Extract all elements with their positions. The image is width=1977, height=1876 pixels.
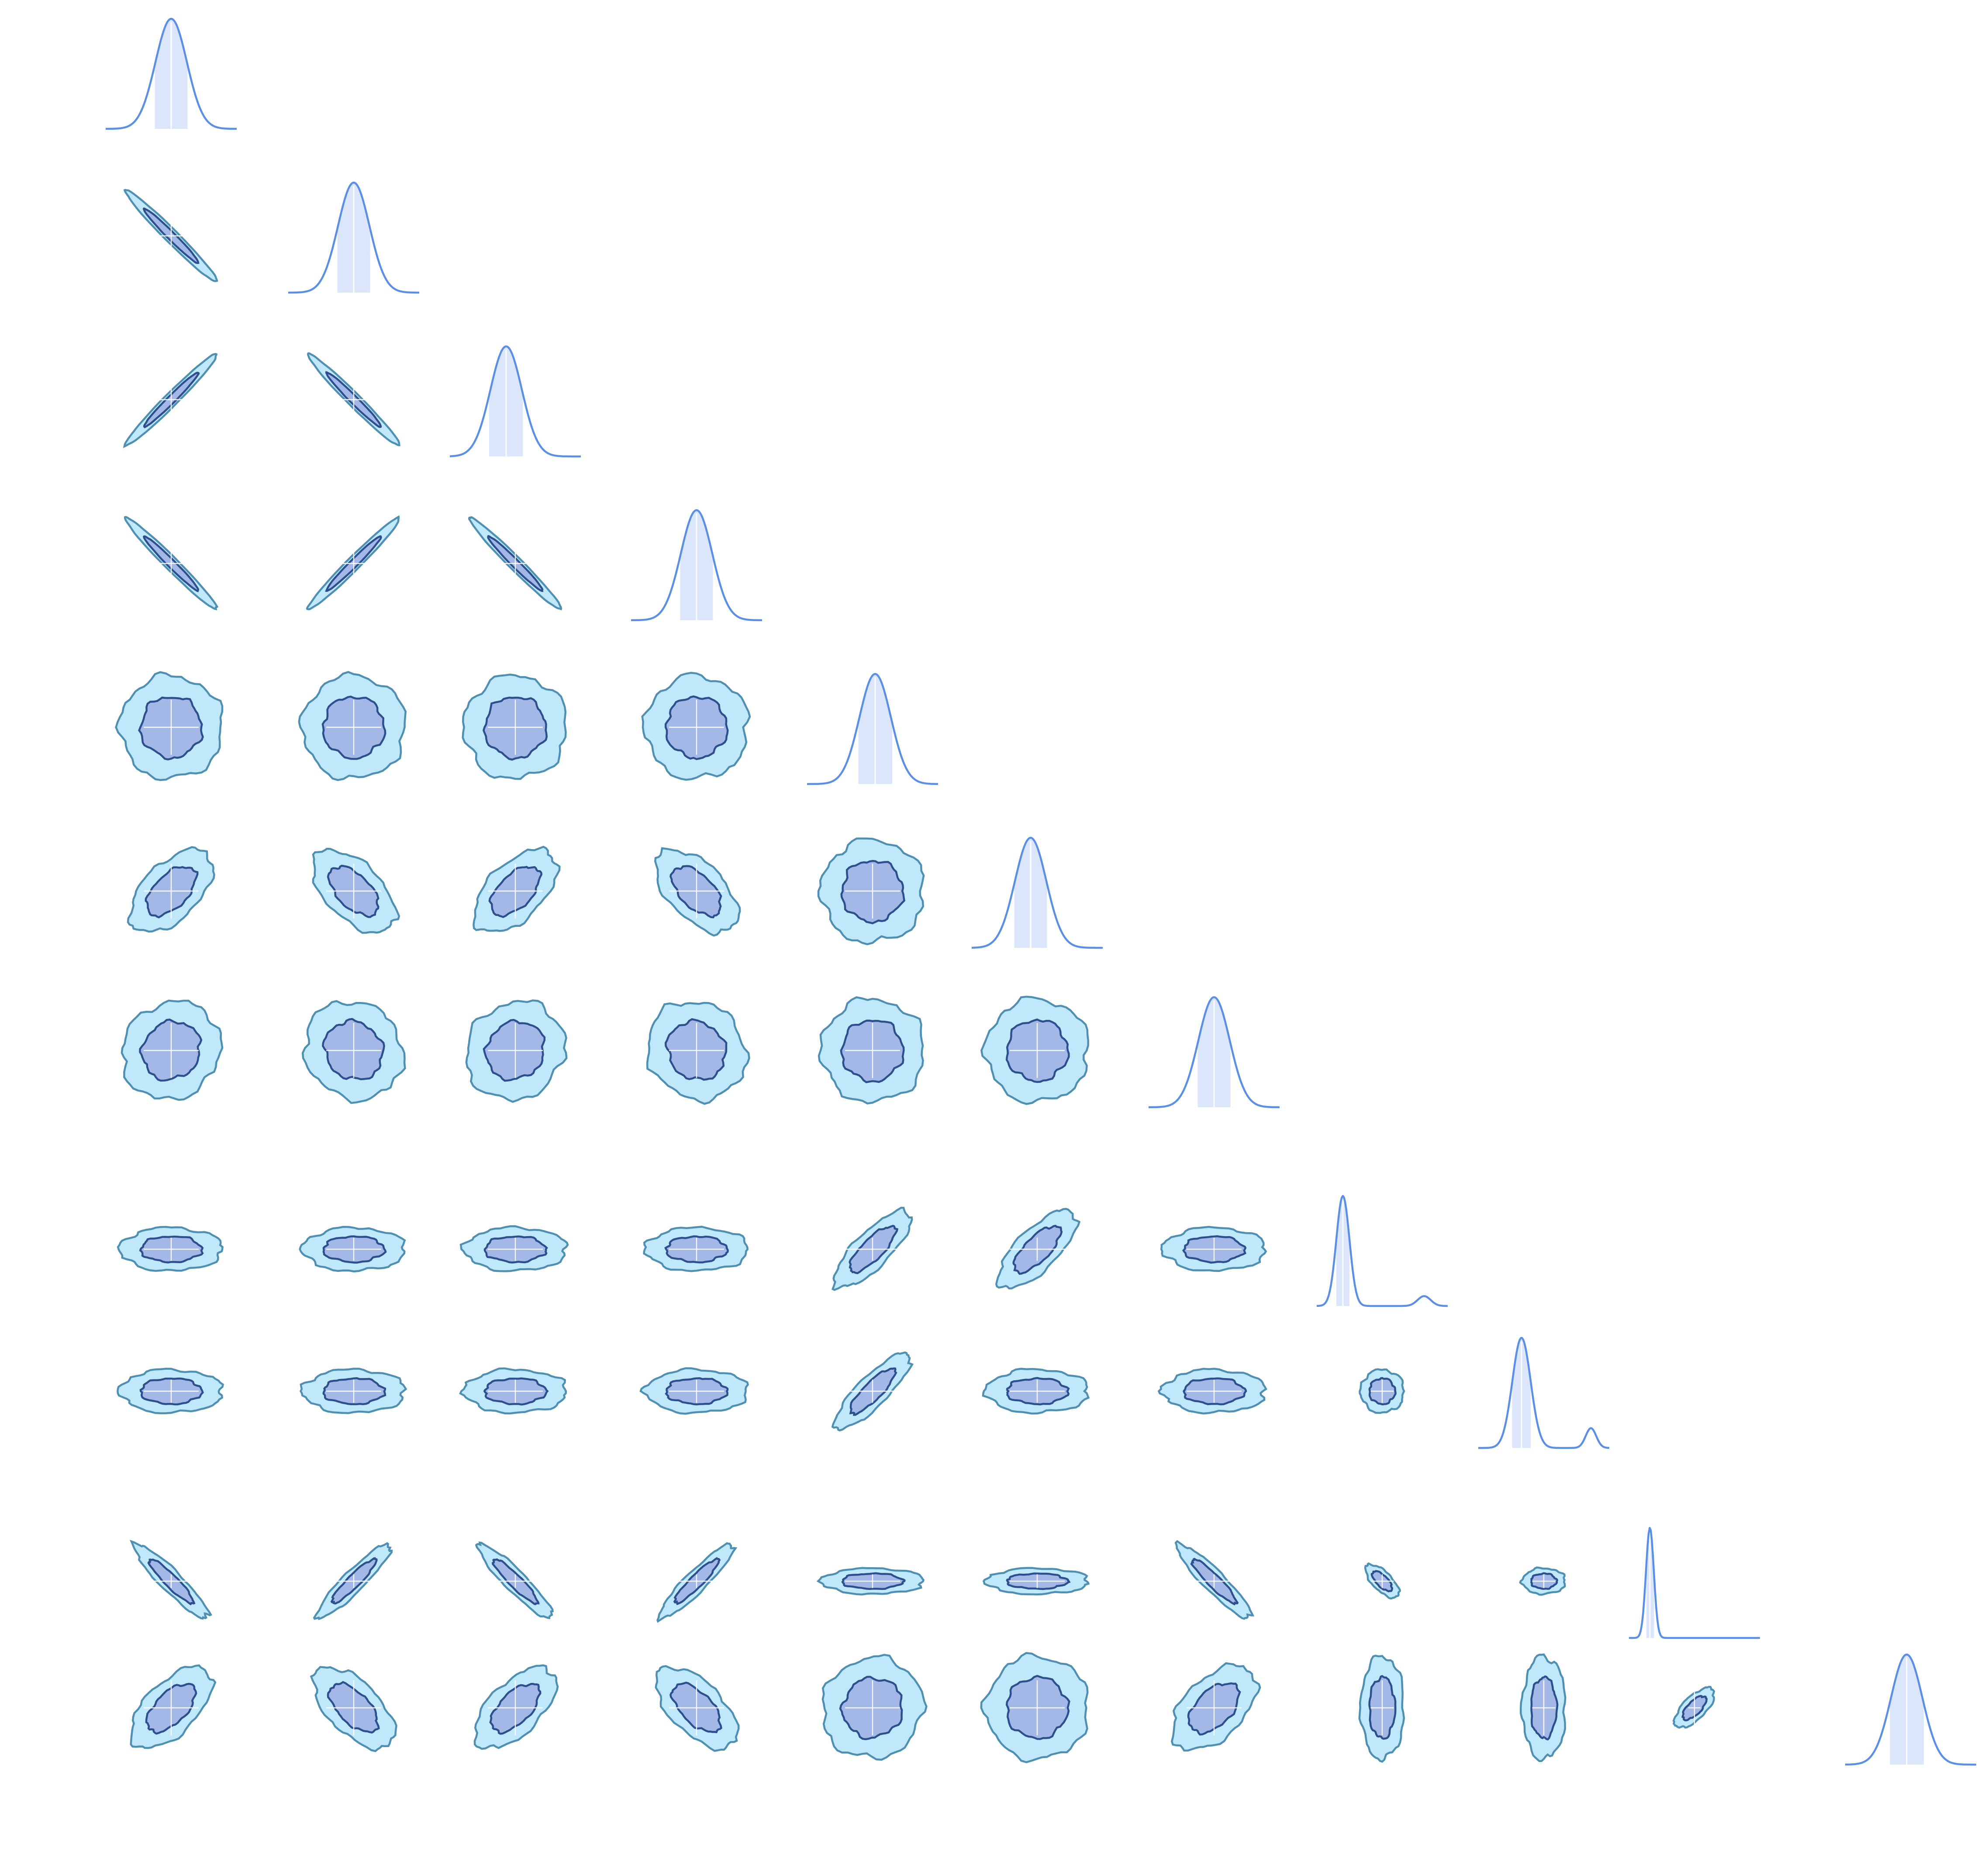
pair-panel-7-3 [465, 999, 568, 1103]
pair-panel-8-4 [643, 1226, 749, 1272]
kde-curve-7 [1148, 996, 1280, 1109]
inner-contour [664, 1018, 728, 1081]
diag-panel-5 [807, 673, 938, 785]
pair-panel-10-4 [656, 1542, 738, 1623]
pair-panel-11-6 [980, 1652, 1089, 1763]
diag-panel-7 [1148, 996, 1280, 1109]
pair-panel-3-1 [123, 353, 218, 449]
pair-panel-2-1 [123, 189, 218, 282]
diag-panel-2 [288, 181, 420, 294]
pair-panel-11-2 [310, 1666, 397, 1752]
pair-panel-8-6 [995, 1208, 1081, 1290]
pair-panel-9-4 [639, 1367, 749, 1415]
pair-panel-9-7 [1157, 1368, 1267, 1415]
pair-panel-10-9 [1519, 1566, 1566, 1596]
diag-panel-4 [631, 509, 763, 622]
diag-panel-10 [1629, 1527, 1760, 1639]
kde-curve-1 [105, 17, 237, 130]
diag-panel-1 [105, 17, 237, 130]
pair-panel-9-1 [117, 1368, 224, 1414]
kde-curve-11 [1845, 1653, 1976, 1766]
pair-panel-11-10 [1672, 1680, 1715, 1735]
pair-panel-10-8 [1364, 1562, 1401, 1600]
pair-panel-11-1 [130, 1664, 217, 1749]
pair-panel-4-3 [468, 516, 562, 611]
pair-panel-9-3 [459, 1367, 567, 1415]
pair-panel-10-2 [313, 1542, 393, 1620]
kde-curve-8 [1316, 1195, 1448, 1307]
pair-panel-10-5 [816, 1567, 925, 1596]
diag-panel-3 [449, 345, 581, 458]
pair-panel-8-2 [299, 1226, 406, 1273]
pair-panel-11-8 [1358, 1655, 1405, 1763]
pair-panel-11-7 [1170, 1662, 1261, 1752]
pair-panel-6-4 [654, 847, 741, 937]
pair-panel-7-6 [980, 995, 1089, 1105]
kde-curve-3 [449, 345, 581, 458]
pair-panel-5-4 [641, 672, 751, 781]
pair-panel-8-7 [1160, 1226, 1267, 1272]
kde-curve-4 [631, 509, 763, 622]
pair-panel-8-3 [459, 1225, 569, 1272]
pair-panel-9-6 [982, 1368, 1090, 1415]
pair-panel-4-2 [306, 515, 400, 611]
pair-panel-7-5 [818, 996, 924, 1105]
diag-panel-6 [971, 836, 1103, 949]
pair-panel-11-5 [821, 1654, 928, 1761]
kde-curve-5 [807, 673, 938, 785]
pair-panel-8-5 [831, 1206, 913, 1291]
pair-panel-4-1 [124, 516, 219, 611]
pair-panel-11-3 [473, 1664, 559, 1750]
pair-panel-6-3 [473, 846, 561, 932]
pair-panel-9-2 [300, 1368, 407, 1414]
pair-panel-9-8 [1359, 1368, 1405, 1414]
pair-panel-11-9 [1520, 1653, 1566, 1762]
diag-panel-9 [1478, 1337, 1610, 1449]
pair-panel-9-5 [831, 1351, 914, 1432]
pair-panel-5-1 [115, 671, 224, 781]
pair-panel-6-5 [817, 837, 925, 946]
pair-panel-10-6 [983, 1567, 1090, 1596]
kde-curve-2 [288, 181, 420, 294]
pair-panel-6-2 [312, 847, 400, 934]
kde-curve-10 [1629, 1527, 1760, 1639]
pair-panel-10-3 [475, 1541, 554, 1619]
pair-panel-5-3 [462, 674, 567, 780]
pair-panel-3-2 [307, 352, 400, 446]
inner-contour [669, 865, 722, 919]
diag-panel-11 [1845, 1653, 1976, 1766]
pair-panel-7-4 [646, 1002, 750, 1105]
pair-panel-10-1 [129, 1540, 213, 1620]
kde-curve-6 [971, 836, 1103, 949]
pair-panel-11-4 [655, 1665, 740, 1752]
kde-curve-9 [1478, 1337, 1610, 1449]
pair-panel-10-7 [1174, 1540, 1255, 1620]
pair-panel-6-1 [127, 846, 215, 933]
pair-panel-5-2 [298, 671, 407, 781]
pair-panel-7-2 [301, 1000, 406, 1104]
diag-panel-8 [1316, 1195, 1448, 1307]
pair-panel-8-1 [117, 1226, 224, 1272]
pair-panel-7-1 [121, 999, 224, 1101]
